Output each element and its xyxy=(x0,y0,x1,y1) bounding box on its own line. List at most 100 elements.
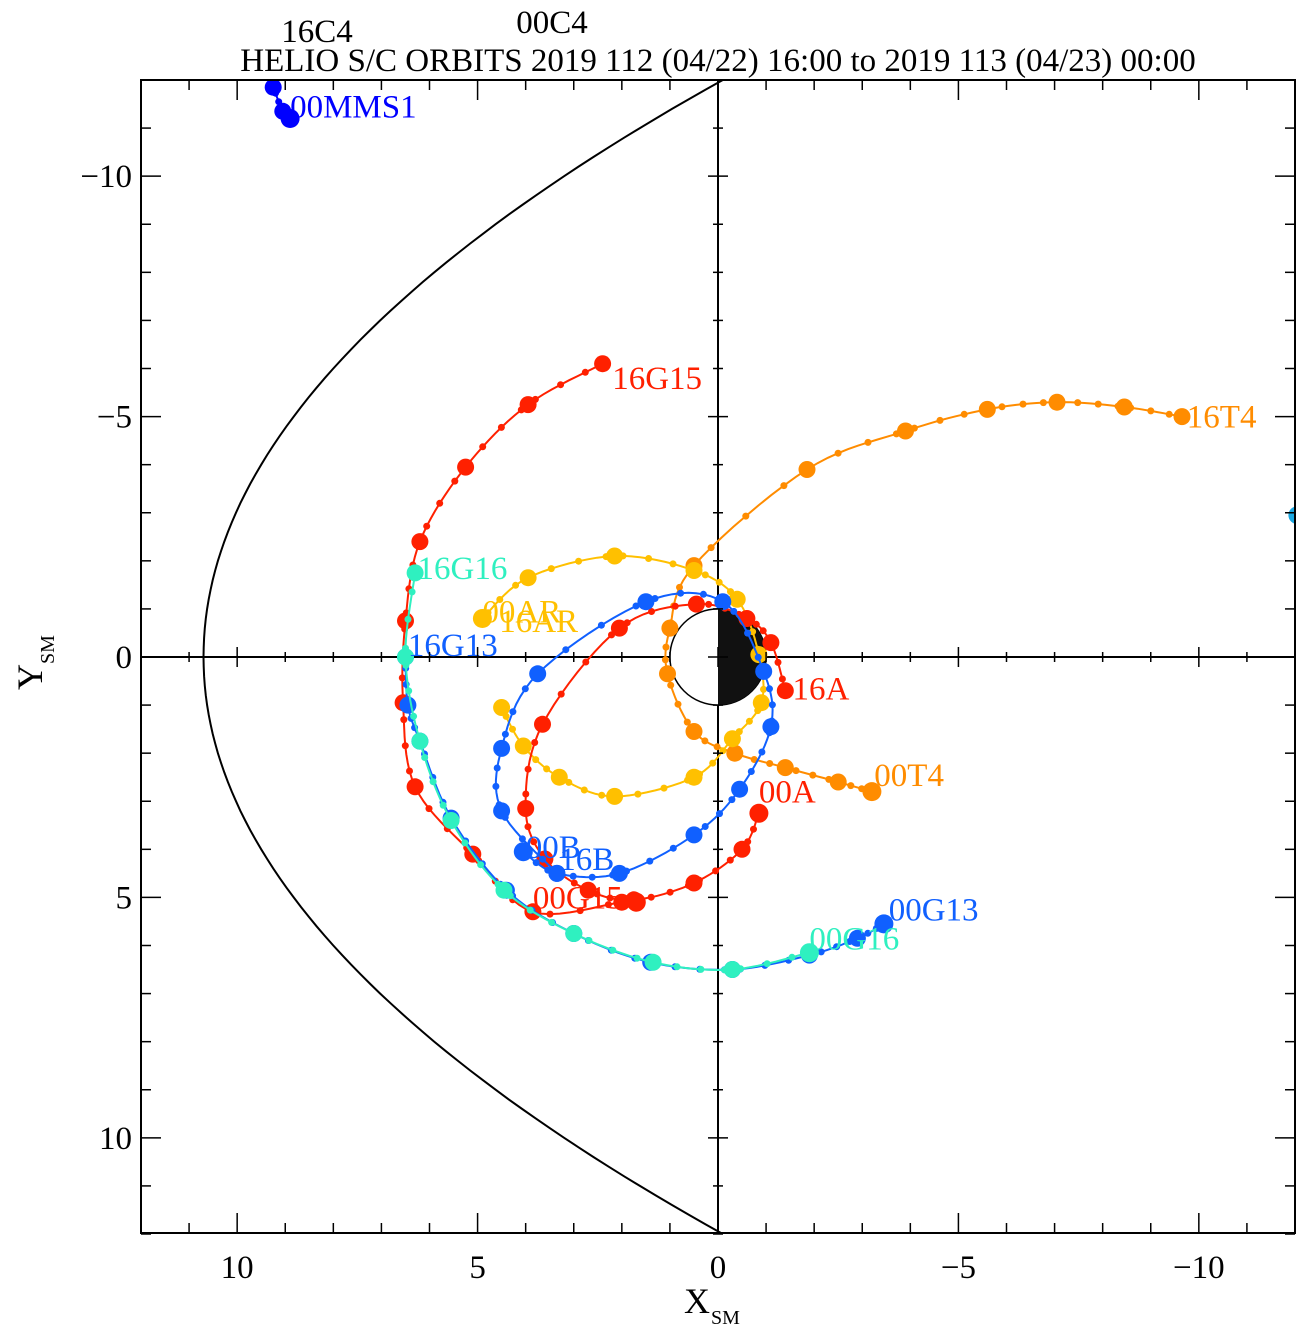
orbit-dot xyxy=(752,620,760,628)
orbit-dot xyxy=(960,410,968,418)
y-axis-title: Y SM xyxy=(10,635,59,690)
orbit-dot xyxy=(518,835,526,843)
orbit-label: 16G16 xyxy=(418,551,508,587)
orbit-dot xyxy=(509,725,516,733)
orbit-dot xyxy=(632,602,640,610)
orbit-dot xyxy=(582,658,590,666)
hour-marker xyxy=(548,864,566,882)
x-tick-label: −5 xyxy=(941,1250,976,1286)
top-label-00c4: 00C4 xyxy=(516,5,588,41)
orbit-dot xyxy=(750,825,757,833)
orbit-dot xyxy=(1074,399,1082,407)
orbit-dot xyxy=(580,786,588,794)
orbit-dot xyxy=(496,596,504,603)
hour-marker xyxy=(776,682,794,700)
hour-marker xyxy=(495,881,513,899)
orbit-dot xyxy=(1039,399,1047,407)
hour-marker xyxy=(738,610,756,627)
orbit-label: 00G13 xyxy=(889,892,979,928)
hour-marker xyxy=(610,864,628,882)
orbit-dot xyxy=(532,859,540,867)
orbit-dot xyxy=(864,929,872,937)
orbit-dot xyxy=(750,756,758,763)
hour-marker xyxy=(798,461,816,478)
hour-marker xyxy=(606,787,624,805)
orbit-dot xyxy=(597,621,605,629)
orbit-dot xyxy=(557,381,565,389)
offscreen-marker xyxy=(1288,506,1295,524)
orbit-dot xyxy=(570,879,578,887)
orbit-dot xyxy=(760,685,767,693)
orbit-dot xyxy=(677,589,685,597)
orbit-dot xyxy=(404,615,412,623)
orbit-dot xyxy=(497,423,505,431)
y-tick-label: −10 xyxy=(80,159,132,195)
hour-marker xyxy=(442,812,460,829)
hour-marker xyxy=(733,840,751,858)
orbit-dot xyxy=(609,946,617,954)
orbit-dot xyxy=(562,646,570,654)
orbit-dot xyxy=(398,674,406,682)
hour-marker xyxy=(829,773,847,791)
orbit-dot xyxy=(1094,400,1102,408)
hour-marker xyxy=(1048,393,1066,411)
hour-marker xyxy=(399,696,417,714)
hour-marker xyxy=(755,662,773,680)
orbit-dot xyxy=(666,888,674,896)
hour-marker xyxy=(472,609,492,628)
orbit-label: 00G16 xyxy=(809,921,899,957)
orbit-dot xyxy=(998,403,1006,411)
orbit-dot xyxy=(429,778,437,786)
hour-marker xyxy=(762,634,780,652)
orbit-dot xyxy=(788,953,796,961)
orbit-dot xyxy=(575,557,583,565)
orbit-label: 16G15 xyxy=(612,361,702,397)
hour-marker xyxy=(406,564,424,582)
orbit-dot xyxy=(834,449,842,457)
orbit-dot xyxy=(809,771,817,779)
y-tick-label: −5 xyxy=(97,400,132,436)
hour-marker xyxy=(550,768,568,786)
hour-marker xyxy=(264,80,282,96)
orbit-label: 00AR xyxy=(482,594,561,630)
orbit-dot xyxy=(744,629,752,637)
orbit-b xyxy=(492,589,780,882)
orbit-dot xyxy=(547,565,555,573)
hour-marker xyxy=(685,826,703,844)
orbit-dot xyxy=(671,602,679,610)
orbit-dot xyxy=(662,643,670,651)
orbit-label: 00G15 xyxy=(533,880,623,916)
orbit-label: 00B xyxy=(526,830,581,866)
x-axis-title: X SM xyxy=(684,1281,740,1329)
orbit-dot xyxy=(1165,410,1173,418)
orbit-dot xyxy=(716,810,723,818)
orbit-dot xyxy=(766,760,774,767)
orbit-label: 16A xyxy=(793,671,850,707)
orbit-dot xyxy=(530,838,538,846)
orbit-dot xyxy=(669,844,677,852)
y-tick-label: 5 xyxy=(116,880,133,916)
orbit-dot xyxy=(759,627,767,635)
hour-marker xyxy=(514,737,532,755)
orbit-dot xyxy=(847,782,855,790)
hour-marker xyxy=(1115,398,1133,416)
hour-marker xyxy=(411,533,429,551)
hour-marker xyxy=(610,619,628,637)
orbit-dot xyxy=(864,438,872,446)
hour-marker xyxy=(685,768,703,786)
orbit-label: 16G13 xyxy=(408,628,498,664)
orbit-dot xyxy=(754,653,762,661)
orbit-dot xyxy=(646,857,654,865)
orbit-dot xyxy=(531,739,539,746)
y-tick-label: 0 xyxy=(116,640,133,676)
hour-marker xyxy=(411,732,429,750)
orbit-dot xyxy=(701,737,709,745)
orbit-dot xyxy=(745,717,753,725)
orbit-label: 16AR xyxy=(499,604,578,640)
orbit-dot xyxy=(576,907,584,915)
orbit-dot xyxy=(673,963,681,971)
hour-marker xyxy=(762,718,780,736)
x-tick-label: −10 xyxy=(1173,1250,1225,1286)
orbit-dot xyxy=(774,658,782,666)
